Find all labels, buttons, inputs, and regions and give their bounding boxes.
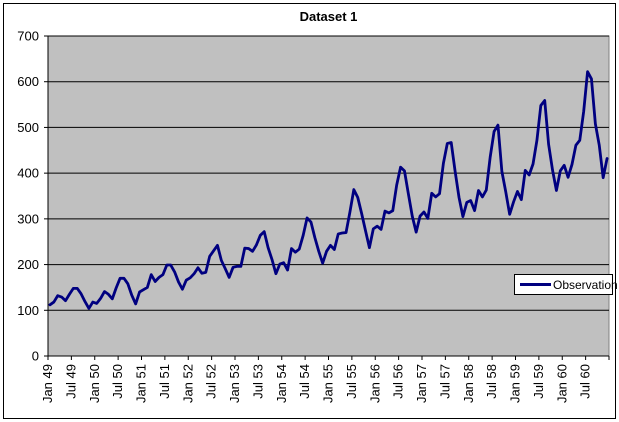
x-tick-label: Jan 57 xyxy=(414,364,429,403)
x-tick-label: Jan 51 xyxy=(134,364,149,403)
y-tick-label: 400 xyxy=(17,166,39,181)
x-tick-label: Jan 60 xyxy=(554,364,569,403)
y-tick-label: 100 xyxy=(17,303,39,318)
x-tick-label: Jan 50 xyxy=(87,364,102,403)
y-tick-label: 600 xyxy=(17,74,39,89)
x-tick-label: Jul 57 xyxy=(437,364,452,399)
x-tick-label: Jan 56 xyxy=(367,364,382,403)
x-tick-label: Jul 58 xyxy=(484,364,499,399)
legend-label: Observation xyxy=(553,277,618,292)
x-tick-label: Jan 53 xyxy=(227,364,242,403)
x-tick-label: Jul 56 xyxy=(391,364,406,399)
y-tick-label: 300 xyxy=(17,211,39,226)
x-tick-label: Jul 54 xyxy=(297,364,312,399)
x-tick-label: Jul 52 xyxy=(204,364,219,399)
x-tick-label: Jul 59 xyxy=(531,364,546,399)
y-tick-label: 200 xyxy=(17,257,39,272)
x-tick-label: Jan 49 xyxy=(40,364,55,403)
x-tick-label: Jul 49 xyxy=(63,364,78,399)
series-line-observation xyxy=(48,70,609,310)
x-tick-label: Jan 55 xyxy=(321,364,336,403)
x-tick-label: Jul 53 xyxy=(250,364,265,399)
y-tick-label: 0 xyxy=(32,349,39,364)
x-tick-label: Jul 50 xyxy=(110,364,125,399)
y-tick-label: 700 xyxy=(17,29,39,44)
x-tick-label: Jul 60 xyxy=(578,364,593,399)
legend-line-sample xyxy=(520,283,551,286)
x-tick-label: Jan 54 xyxy=(274,364,289,403)
plot-area xyxy=(47,35,610,357)
legend: Observation xyxy=(514,274,618,295)
x-tick-label: Jul 55 xyxy=(344,364,359,399)
chart-title: Dataset 1 xyxy=(299,9,358,24)
y-tick-label: 500 xyxy=(17,120,39,135)
x-tick-label: Jul 51 xyxy=(157,364,172,399)
x-tick-label: Jan 52 xyxy=(180,364,195,403)
x-tick-label: Jan 59 xyxy=(508,364,523,403)
x-tick-label: Jan 58 xyxy=(461,364,476,403)
